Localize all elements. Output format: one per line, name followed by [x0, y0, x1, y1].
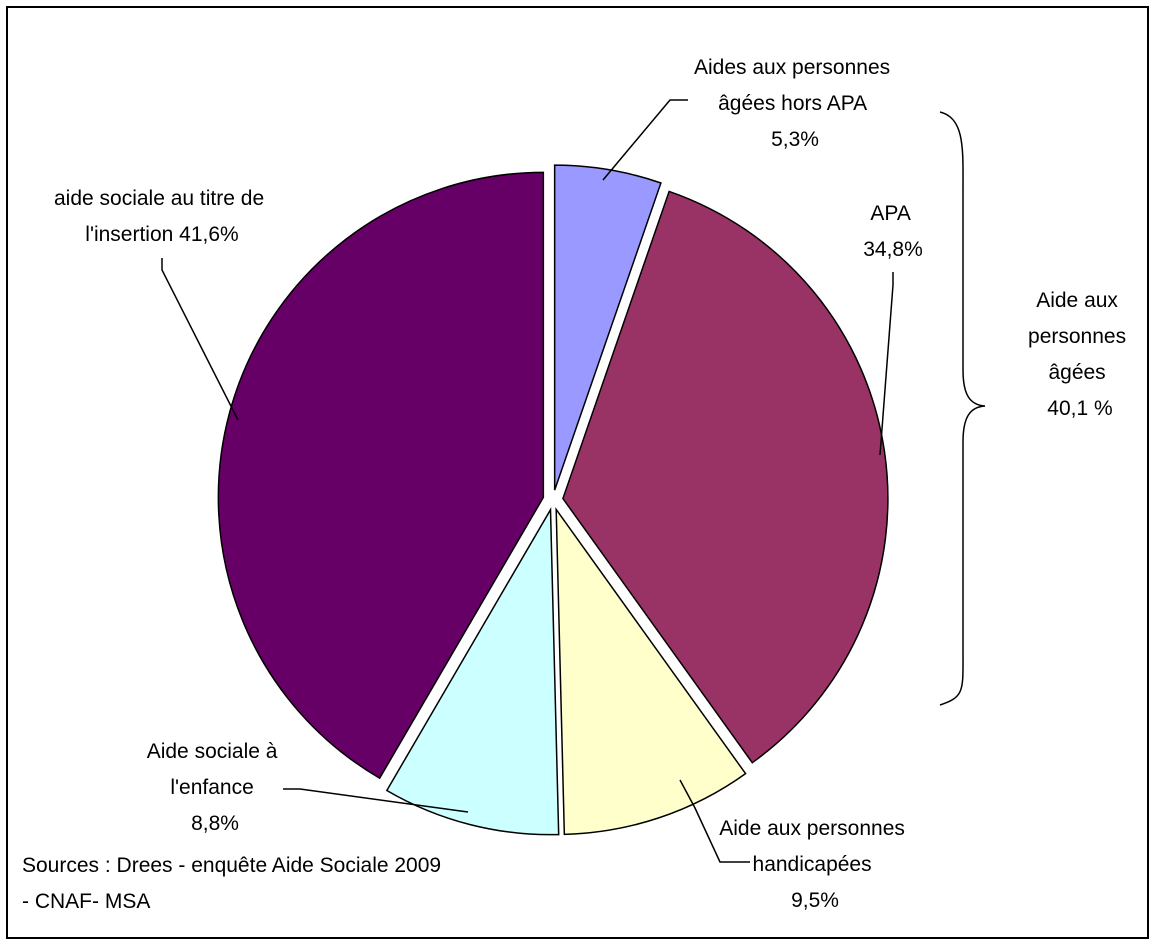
group-annotation: Aide aux personnes âgées 40,1 % — [1028, 289, 1132, 420]
slice-enfance — [385, 507, 560, 836]
source-note: Sources : Drees - enquête Aide Sociale 2… — [22, 854, 447, 913]
label-apa: APA 34,8% — [863, 202, 923, 261]
leader-lines — [161, 99, 894, 863]
leader-insertion — [161, 258, 239, 421]
leader-aides-hors-apa — [602, 99, 688, 181]
group-brace — [939, 111, 986, 706]
slice-handicapees — [555, 507, 747, 836]
label-enfance: Aide sociale à l'enfance 8,8% — [147, 740, 284, 835]
slice-apa — [562, 190, 889, 764]
label-aides-hors-apa: Aides aux personnes âgées hors APA 5,3% — [694, 56, 896, 151]
pie-slices — [217, 164, 889, 836]
leader-enfance — [283, 788, 469, 813]
label-insertion: aide sociale au titre de l'insertion 41,… — [54, 187, 270, 246]
label-handicapees: Aide aux personnes handicapées 9,5% — [719, 817, 910, 912]
slice-insertion — [217, 171, 545, 780]
leader-apa — [879, 272, 894, 456]
slice-aides-hors-apa — [553, 164, 662, 491]
leader-handicapees — [679, 779, 750, 863]
